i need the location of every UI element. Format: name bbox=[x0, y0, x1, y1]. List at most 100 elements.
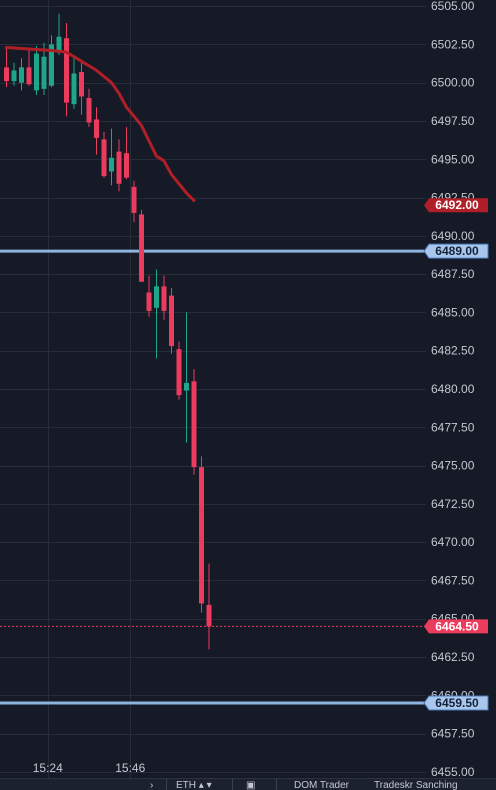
price-tick-label: 6490.00 bbox=[431, 229, 475, 243]
candle[interactable] bbox=[176, 341, 182, 400]
candle[interactable] bbox=[11, 62, 17, 86]
candle-body bbox=[56, 36, 62, 51]
candle-body bbox=[19, 67, 24, 83]
price-tick-label: 6475.00 bbox=[431, 459, 475, 473]
price-axis[interactable] bbox=[426, 0, 496, 778]
price-tick-label: 6462.50 bbox=[431, 650, 475, 664]
price-tick-label: 6487.50 bbox=[431, 267, 475, 281]
candle-body bbox=[116, 151, 122, 184]
candle[interactable] bbox=[131, 180, 137, 223]
candle[interactable] bbox=[41, 42, 47, 95]
candle-body bbox=[161, 286, 167, 311]
candle[interactable] bbox=[71, 55, 77, 109]
candle-body bbox=[184, 382, 189, 391]
horizontal-line-upper-badge-shape bbox=[423, 243, 489, 259]
price-tick-label: 6457.50 bbox=[431, 727, 475, 741]
price-tick-label: 6472.50 bbox=[431, 497, 475, 511]
candle-body bbox=[131, 186, 137, 213]
candle-body bbox=[26, 67, 32, 85]
price-tick-label: 6500.00 bbox=[431, 76, 475, 90]
candle[interactable] bbox=[116, 139, 122, 192]
candle-body bbox=[199, 467, 204, 604]
candle-body bbox=[146, 292, 152, 311]
candle[interactable] bbox=[199, 456, 204, 613]
horizontal-line-lower-badge: 6459.50 bbox=[423, 695, 489, 711]
candle-body bbox=[206, 604, 212, 627]
price-tick-label: 6477.50 bbox=[431, 420, 475, 434]
candle-body bbox=[71, 73, 77, 105]
toolbar-separator bbox=[232, 779, 233, 790]
candle[interactable] bbox=[154, 269, 159, 359]
candle[interactable] bbox=[64, 22, 69, 117]
last-price-badge: 6464.50 bbox=[424, 619, 488, 634]
candle-body bbox=[94, 119, 99, 138]
candle-body bbox=[139, 214, 144, 282]
candle[interactable] bbox=[109, 128, 114, 186]
bottom-toolbar: › ETH ▴ ▾ ▣ DOM Trader Tradeskr Sanching bbox=[0, 778, 496, 790]
candle[interactable] bbox=[79, 61, 84, 115]
candle-body bbox=[124, 153, 129, 178]
toolbar-separator bbox=[166, 779, 167, 790]
candle-body bbox=[41, 56, 47, 89]
candle[interactable] bbox=[124, 127, 129, 180]
price-tick-label: 6502.50 bbox=[431, 37, 475, 51]
horizontal-line-upper-badge-label: 6489.00 bbox=[435, 244, 479, 258]
price-tick-label: 6505.00 bbox=[431, 0, 475, 13]
ma-price-badge: 6492.00 bbox=[424, 198, 488, 213]
candle[interactable] bbox=[169, 287, 174, 354]
candle[interactable] bbox=[206, 563, 212, 650]
price-tick-label: 6495.00 bbox=[431, 152, 475, 166]
candle-body bbox=[154, 286, 159, 308]
candle[interactable] bbox=[146, 275, 152, 318]
price-tick-label: 6497.50 bbox=[431, 114, 475, 128]
candle[interactable] bbox=[191, 369, 197, 475]
toolbar-tradeskr-tab[interactable]: Tradeskr Sanching bbox=[374, 780, 458, 790]
moving-average-line bbox=[5, 46, 196, 203]
candle-body bbox=[101, 139, 107, 177]
toolbar-dom-trader-tab[interactable]: DOM Trader bbox=[294, 780, 350, 790]
candle-body bbox=[79, 71, 84, 97]
ma-price-badge-label: 6492.00 bbox=[435, 198, 479, 212]
candle[interactable] bbox=[49, 35, 54, 88]
candle-body bbox=[11, 70, 17, 82]
candle-body bbox=[49, 44, 54, 86]
price-tick-label: 6482.50 bbox=[431, 344, 475, 358]
calendar-icon[interactable]: ▣ bbox=[246, 780, 256, 790]
candle-body bbox=[176, 349, 182, 396]
ma-price-badge-shape bbox=[424, 198, 488, 213]
scroll-arrow-icon[interactable]: › bbox=[150, 780, 154, 790]
candle[interactable] bbox=[161, 275, 167, 321]
candle[interactable] bbox=[56, 13, 62, 56]
horizontal-line-lower-badge-shape bbox=[423, 695, 489, 711]
candle[interactable] bbox=[4, 49, 9, 88]
candle-body bbox=[169, 295, 174, 347]
price-tick-label: 6470.00 bbox=[431, 535, 475, 549]
candle[interactable] bbox=[19, 58, 24, 91]
toolbar-symbol-button[interactable]: ETH ▴ ▾ bbox=[176, 780, 212, 790]
candle[interactable] bbox=[101, 131, 107, 178]
time-tick-label: 15:24 bbox=[33, 761, 63, 775]
price-tick-label: 6480.00 bbox=[431, 382, 475, 396]
candle-body bbox=[4, 67, 9, 82]
price-tick-label: 6467.50 bbox=[431, 573, 475, 587]
candle[interactable] bbox=[94, 107, 99, 155]
candle-body bbox=[34, 53, 39, 91]
last-price-badge-label: 6464.50 bbox=[435, 619, 479, 633]
price-tick-label: 6455.00 bbox=[431, 765, 475, 779]
candle-body bbox=[64, 38, 69, 103]
horizontal-line-upper-badge: 6489.00 bbox=[423, 243, 489, 259]
candle-body bbox=[191, 381, 197, 468]
toolbar-separator bbox=[276, 779, 277, 790]
candle[interactable] bbox=[86, 88, 92, 128]
candle[interactable] bbox=[184, 312, 189, 443]
candle-body bbox=[109, 157, 114, 172]
candle-body bbox=[86, 98, 92, 123]
horizontal-line-lower-badge-label: 6459.50 bbox=[435, 696, 479, 710]
candle[interactable] bbox=[34, 45, 39, 95]
time-tick-label: 15:46 bbox=[115, 761, 145, 775]
price-tick-label: 6485.00 bbox=[431, 305, 475, 319]
candle[interactable] bbox=[26, 49, 32, 86]
candle[interactable] bbox=[139, 209, 144, 282]
